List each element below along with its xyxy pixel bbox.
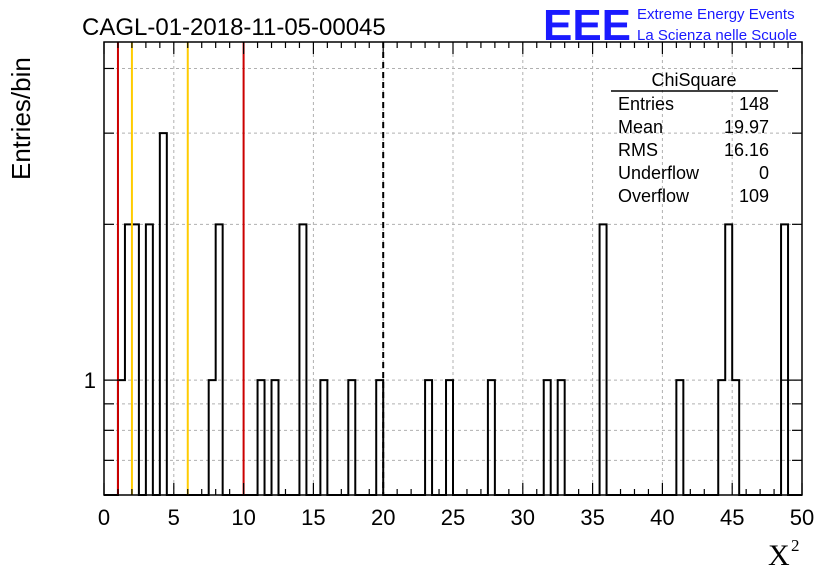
histogram-bar (676, 380, 683, 495)
histogram-bar (299, 224, 306, 495)
histogram-bar (781, 224, 788, 495)
histogram-bar (209, 380, 216, 495)
y-axis-ticks: 1 (84, 67, 802, 496)
stats-value-entries: 148 (739, 94, 769, 114)
x-tick-label: 15 (301, 505, 325, 530)
histogram-bar (125, 224, 132, 495)
histogram-bar (118, 380, 125, 495)
x-tick-label: 30 (511, 505, 535, 530)
x-tick-label: 50 (790, 505, 814, 530)
histogram-bar (258, 380, 265, 495)
stats-label-mean: Mean (618, 117, 663, 137)
histogram-bar (488, 380, 495, 495)
x-tick-label: 10 (231, 505, 255, 530)
chart-title: CAGL-01-2018-11-05-00045 (82, 14, 386, 41)
eee-logo: EEE Extreme Energy Events La Scienza nel… (543, 1, 797, 50)
stats-label-underflow: Underflow (618, 163, 700, 183)
stats-value-overflow: 109 (739, 186, 769, 206)
x-tick-label: 20 (371, 505, 395, 530)
stats-title: ChiSquare (651, 70, 736, 90)
histogram-bar (272, 380, 279, 495)
histogram-bar (558, 380, 565, 495)
histogram-bar (725, 224, 732, 495)
histogram-bar (446, 380, 453, 495)
stats-label-overflow: Overflow (618, 186, 690, 206)
logo-line-2: La Scienza nelle Scuole (637, 27, 797, 44)
x-tick-label: 25 (441, 505, 465, 530)
histogram-bar (376, 380, 383, 495)
x-axis-ticks: 0 5 10 15 20 25 30 35 40 45 50 (98, 42, 814, 530)
histogram-bar (718, 380, 725, 495)
histogram-bar (146, 224, 153, 495)
histogram-bar (160, 133, 167, 495)
histogram-bar (732, 380, 739, 495)
histogram-bar (425, 380, 432, 495)
x-axis-label-superscript: 2 (791, 536, 800, 555)
histogram-bar (132, 224, 139, 495)
x-tick-label: 35 (580, 505, 604, 530)
histogram-bar (216, 224, 223, 495)
x-axis-label: X 2 (768, 536, 800, 572)
y-axis-label: Entries/bin (6, 57, 36, 180)
y-tick-label: 1 (84, 368, 96, 393)
threshold-lines (116, 42, 385, 495)
stats-value-underflow: 0 (759, 163, 769, 183)
x-tick-label: 5 (168, 505, 180, 530)
histogram-bar (320, 380, 327, 495)
stats-box: ChiSquare Entries 148 Mean 19.97 RMS 16.… (611, 70, 778, 206)
x-tick-label: 0 (98, 505, 110, 530)
histogram-bar (600, 224, 607, 495)
x-axis-label-base: X (768, 539, 790, 572)
stats-value-rms: 16.16 (724, 140, 769, 160)
stats-label-rms: RMS (618, 140, 658, 160)
histogram-bar (544, 380, 551, 495)
histogram-bar (348, 380, 355, 495)
logo-line-1: Extreme Energy Events (637, 6, 795, 23)
x-tick-label: 45 (720, 505, 744, 530)
stats-label-entries: Entries (618, 94, 674, 114)
stats-value-mean: 19.97 (724, 117, 769, 137)
x-tick-label: 40 (650, 505, 674, 530)
